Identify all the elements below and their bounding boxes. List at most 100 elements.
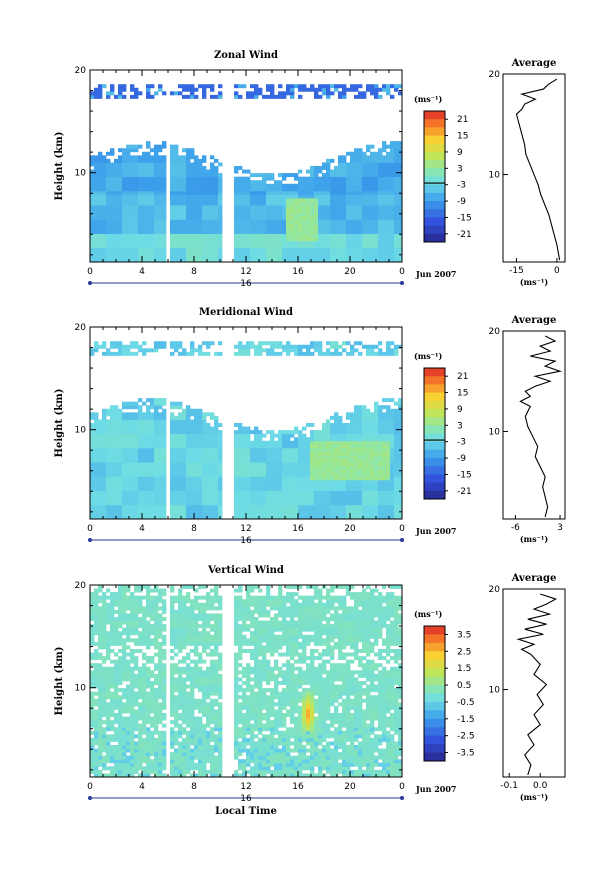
heatmap-cell xyxy=(338,94,343,99)
colorbar-swatch xyxy=(424,400,445,410)
heatmap-cell xyxy=(150,415,155,420)
heatmap-cell xyxy=(262,447,267,452)
heatmap-cell xyxy=(126,447,131,452)
heatmap-cell xyxy=(366,430,371,435)
heatmap-cell xyxy=(202,479,207,484)
heatmap-cell xyxy=(190,447,195,452)
heatmap-cell xyxy=(374,226,379,231)
heatmap-cell xyxy=(182,487,187,491)
heatmap-cell xyxy=(342,437,347,442)
heatmap-cell xyxy=(90,180,95,185)
heatmap-cell xyxy=(306,348,311,353)
heatmap-cell xyxy=(146,405,151,410)
heatmap-cell xyxy=(114,166,119,170)
heatmap-cell xyxy=(198,479,203,484)
heatmap-cell xyxy=(270,462,275,467)
heatmap-cell xyxy=(342,201,347,206)
heatmap-cell xyxy=(94,244,99,249)
heatmap-cell xyxy=(250,497,255,502)
heatmap-cell xyxy=(386,344,391,349)
heatmap-cell xyxy=(118,222,123,227)
heatmap-cell xyxy=(254,201,259,206)
heatmap-cell xyxy=(190,511,195,516)
heatmap-cell xyxy=(306,344,311,349)
heatmap-cell xyxy=(354,348,359,353)
heatmap-cell xyxy=(146,472,151,477)
heatmap-cell xyxy=(114,440,119,445)
heatmap-cell xyxy=(314,447,319,452)
heatmap-cell xyxy=(118,344,123,349)
heatmap-cell xyxy=(390,479,395,484)
heatmap-cell xyxy=(110,183,115,188)
heatmap-cell xyxy=(346,508,351,513)
heatmap-cell xyxy=(246,458,251,463)
x-tick-label: 0 xyxy=(87,524,93,534)
heatmap-cell xyxy=(286,440,291,445)
heatmap-cell xyxy=(122,201,127,206)
heatmap-cell xyxy=(374,187,379,192)
heatmap-cell xyxy=(278,237,283,242)
heatmap-cell xyxy=(118,162,123,167)
heatmap-cell xyxy=(102,190,107,195)
heatmap-cell xyxy=(90,627,95,632)
heatmap-cell xyxy=(182,205,187,210)
heatmap-cell xyxy=(102,483,107,488)
heatmap-cell xyxy=(170,247,175,252)
heatmap-cell xyxy=(122,451,127,456)
heatmap-cell xyxy=(262,205,267,210)
heatmap-cell xyxy=(146,469,151,474)
heatmap-cell xyxy=(354,254,359,259)
heatmap-cell xyxy=(102,194,107,199)
heatmap-cell xyxy=(294,198,299,202)
heatmap-cell xyxy=(386,351,391,356)
heatmap-cell xyxy=(198,487,203,491)
heatmap-cell xyxy=(254,222,259,227)
heatmap-cell xyxy=(246,233,251,238)
heatmap-cell xyxy=(350,483,355,488)
heatmap-cell xyxy=(270,465,275,470)
heatmap-cell xyxy=(290,444,295,449)
heatmap-cell xyxy=(394,230,399,234)
heatmap-cell xyxy=(326,483,331,488)
heatmap-cell xyxy=(146,426,151,431)
heatmap-cell xyxy=(294,451,299,456)
heatmap-cell xyxy=(338,247,343,252)
heatmap-cell xyxy=(290,219,295,224)
heatmap-cell xyxy=(170,208,175,213)
heatmap-cell xyxy=(342,476,347,481)
heatmap-cell xyxy=(350,183,355,188)
heatmap-cell xyxy=(306,497,311,502)
profile-line xyxy=(519,335,563,518)
heatmap-cell xyxy=(242,180,247,185)
heatmap-cell xyxy=(326,511,331,516)
heatmap-cell xyxy=(394,208,399,213)
heatmap-cell xyxy=(234,433,239,438)
heatmap-cell xyxy=(170,341,175,346)
heatmap-cell xyxy=(158,455,163,459)
heatmap-cells xyxy=(90,84,403,263)
heatmap-cell xyxy=(94,208,99,213)
heatmap-cell xyxy=(286,451,291,456)
heatmap-cell xyxy=(334,412,339,417)
heatmap-cell xyxy=(218,190,223,195)
heatmap-cell xyxy=(266,479,271,484)
heatmap-cell xyxy=(194,444,199,449)
heatmap-cell xyxy=(258,465,263,470)
colorbar-swatch xyxy=(424,176,445,186)
heatmap-cell xyxy=(314,94,319,99)
heatmap-cell xyxy=(154,426,159,431)
heatmap-cell xyxy=(150,148,155,153)
heatmap-cell xyxy=(258,483,263,488)
heatmap-cell xyxy=(94,162,99,167)
heatmap-cell xyxy=(154,472,159,477)
heatmap-cell xyxy=(362,173,367,178)
heatmap-cell xyxy=(102,251,107,256)
heatmap-cell xyxy=(202,94,207,99)
heatmap-cell xyxy=(250,444,255,449)
heatmap-cell xyxy=(338,162,343,167)
heatmap-cell xyxy=(286,476,291,481)
heatmap-cell xyxy=(98,187,103,192)
heatmap-cell xyxy=(310,183,315,188)
heatmap-cell xyxy=(378,226,383,231)
heatmap-cell xyxy=(398,222,403,227)
